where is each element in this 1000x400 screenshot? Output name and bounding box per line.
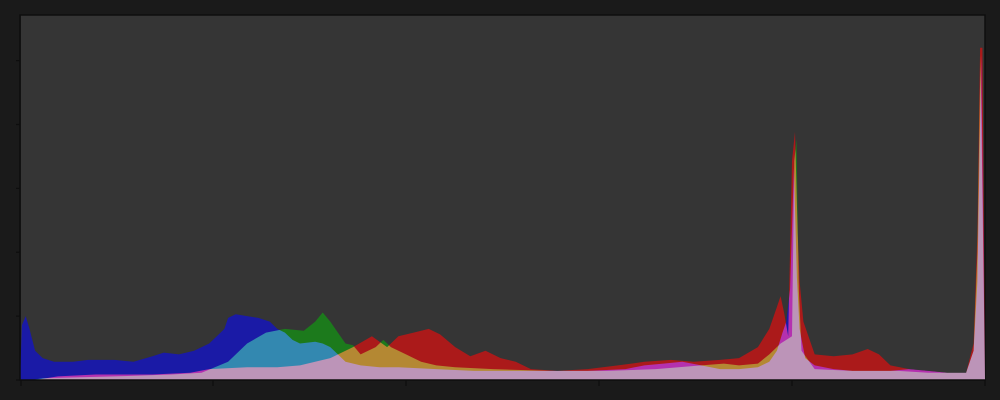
plot-area [19,14,986,381]
series-layer [20,47,985,381]
axis-layer [16,15,986,386]
series-red-area [20,47,985,381]
